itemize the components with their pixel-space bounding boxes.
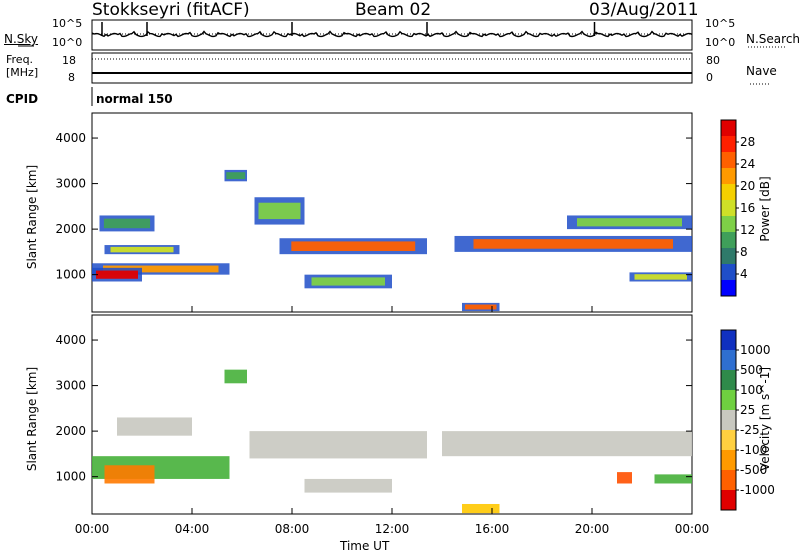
- colorbar-1-tick-label-5: -100: [740, 443, 767, 457]
- xtick-label-3: 12:00: [375, 522, 410, 536]
- panel-1-band-9: [462, 503, 500, 514]
- panel-1-band-6: [304, 478, 392, 493]
- date-title: 03/Aug/2011: [589, 0, 699, 20]
- colorbar-0-cell-0: [721, 280, 736, 296]
- colorbar-0-cell-1: [721, 264, 736, 280]
- panel-0-band-3: [103, 218, 151, 229]
- panel-0-band-8: [473, 239, 673, 249]
- panel-0-band-4: [226, 172, 246, 180]
- panel-1-band-3: [249, 431, 427, 459]
- noise-panel-frame: [91, 19, 693, 51]
- panel-0-ytick-label-0: 1000: [55, 268, 86, 282]
- panel-0-ytick-label-3: 4000: [55, 131, 86, 145]
- colorbar-1-cell-4: [721, 410, 736, 430]
- panel-0-band-11: [465, 304, 497, 310]
- colorbar-1-cell-2: [721, 450, 736, 470]
- freq-unit-label: [MHz]: [6, 66, 39, 79]
- colorbar-0-cell-6: [721, 184, 736, 200]
- colorbar-0-tick-label-2: 12: [740, 223, 755, 237]
- colorbar-0-tick-label-6: 28: [740, 135, 755, 149]
- nsearch-label: N.Search: [746, 32, 800, 46]
- noise-tick-lo-right: 10^0: [705, 36, 736, 49]
- colorbar-1-tick-label-0: 1000: [740, 343, 771, 357]
- colorbar-1-tick-label-1: 500: [740, 363, 763, 377]
- station-title: Stokkseyri (fitACF): [92, 0, 250, 20]
- panel-0-band-5: [258, 202, 301, 220]
- colorbar-1-cell-3: [721, 430, 736, 450]
- panel-0-band-6: [291, 241, 416, 251]
- nave-tick-hi: 80: [706, 54, 720, 67]
- panel-0-band-10: [634, 274, 687, 280]
- time-axis-label: Time UT: [340, 539, 390, 553]
- colorbar-0-cell-3: [721, 232, 736, 248]
- freq-tick-lo: 8: [68, 71, 75, 84]
- freq-label: Freq.: [6, 53, 34, 66]
- colorbar-0-cell-2: [721, 248, 736, 264]
- colorbar-0-cell-5: [721, 200, 736, 216]
- colorbar-1-cell-7: [721, 350, 736, 370]
- colorbar-1-cell-0: [721, 490, 736, 510]
- colorbar-1-cell-8: [721, 330, 736, 350]
- colorbar-0-cell-10: [721, 120, 736, 136]
- colorbar-1-cell-5: [721, 390, 736, 410]
- colorbar-0-cell-8: [721, 152, 736, 168]
- xtick-label-4: 16:00: [475, 522, 510, 536]
- noise-trace: [91, 30, 693, 38]
- panel-1-band-7: [617, 472, 632, 484]
- panel-1-band-5: [117, 417, 192, 436]
- panel-1-ytick-label-2: 3000: [55, 379, 86, 393]
- colorbar-1-tick-label-3: 25: [740, 403, 755, 417]
- colorbar-1-cell-6: [721, 370, 736, 390]
- xtick-label-0: 00:00: [75, 522, 110, 536]
- colorbar-0-tick-label-3: 16: [740, 201, 755, 215]
- xtick-label-6: 00:00: [675, 522, 710, 536]
- nsky-label: N.Sky: [4, 32, 39, 46]
- panel-1-band-8: [654, 474, 692, 484]
- panel-0-band-0: [103, 265, 219, 273]
- colorbar-0-cell-9: [721, 136, 736, 152]
- freq-panel-frame: [91, 52, 693, 84]
- panel-0-band-7: [311, 277, 385, 286]
- panel-0-band-1: [96, 270, 138, 279]
- xtick-label-1: 04:00: [175, 522, 210, 536]
- freq-tick-hi: 18: [62, 54, 76, 67]
- cpid-value: normal 150: [96, 92, 173, 106]
- colorbar-1-cell-1: [721, 470, 736, 490]
- colorbar-1-tick-label-7: -1000: [740, 483, 775, 497]
- panel-1-band-1: [104, 465, 155, 484]
- panel-1-band-2: [224, 369, 247, 384]
- colorbar-0-tick-label-5: 24: [740, 157, 755, 171]
- colorbar-0-tick-label-1: 8: [740, 245, 748, 259]
- colorbar-1-frame: [720, 329, 737, 511]
- xtick-label-5: 20:00: [575, 522, 610, 536]
- colorbar-1-tick-label-2: 100: [740, 383, 763, 397]
- panel-0-band-2: [110, 246, 174, 253]
- panel-0-band-9: [577, 218, 682, 227]
- panel-1-ytick-label-1: 2000: [55, 424, 86, 438]
- panel-0-ytick-label-2: 3000: [55, 177, 86, 191]
- nave-label: Nave: [746, 64, 777, 78]
- panel-1-band-4: [442, 431, 692, 457]
- colorbar-0-tick-label-0: 4: [740, 267, 748, 281]
- colorbar-1-tick-label-6: -500: [740, 463, 767, 477]
- noise-tick-hi-right: 10^5: [705, 17, 736, 30]
- xtick-label-2: 08:00: [275, 522, 310, 536]
- nave-tick-lo: 0: [706, 71, 713, 84]
- panel-0-ytick-label-1: 2000: [55, 222, 86, 236]
- noise-tick-hi-left: 10^5: [52, 17, 83, 30]
- panel-1-ytick-label-0: 1000: [55, 470, 86, 484]
- panel-1-ytick-label-3: 4000: [55, 333, 86, 347]
- beam-title: Beam 02: [355, 0, 432, 20]
- noise-tick-lo-left: 10^0: [52, 36, 83, 49]
- cpid-label: CPID: [6, 92, 39, 106]
- colorbar-0-cell-4: [721, 216, 736, 232]
- colorbar-0-tick-label-4: 20: [740, 179, 755, 193]
- colorbar-1-tick-label-4: -25: [740, 423, 760, 437]
- colorbar-0-cell-7: [721, 168, 736, 184]
